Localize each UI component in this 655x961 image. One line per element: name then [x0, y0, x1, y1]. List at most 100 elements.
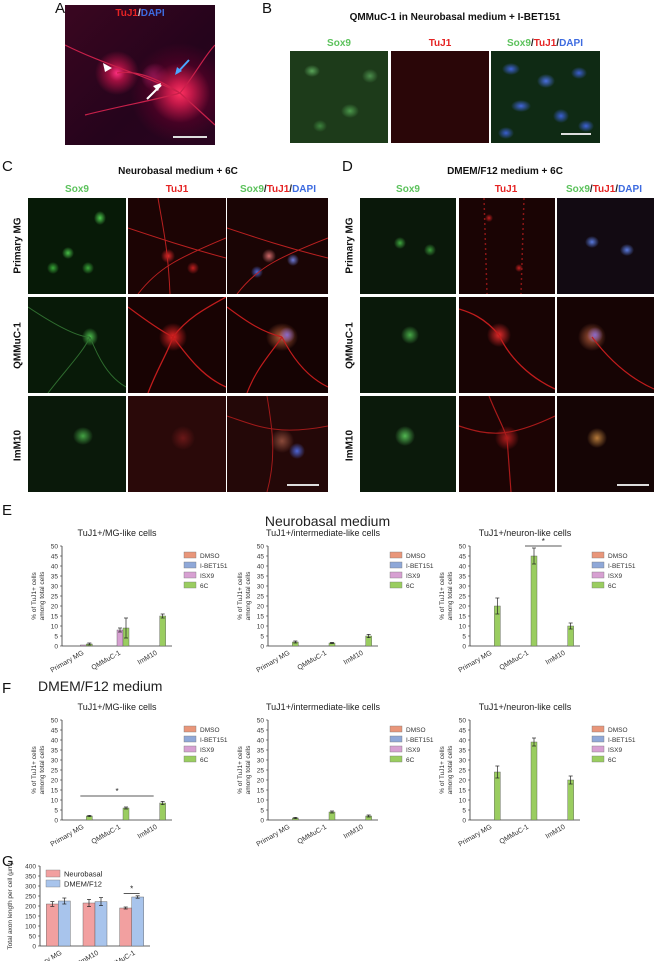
y-tick-label: 0 — [54, 644, 58, 651]
legend-swatch — [591, 571, 605, 579]
bar — [159, 802, 166, 821]
panel-c-qmmuc-sox9 — [28, 297, 126, 393]
significance-star: * — [130, 885, 133, 894]
y-tick-label: 35 — [459, 748, 467, 755]
y-tick-label: 40 — [459, 564, 467, 571]
y-tick-label: 20 — [459, 604, 467, 611]
legend-label: DMSO — [200, 553, 220, 560]
y-tick-label: 150 — [25, 914, 36, 921]
legend-label: ISX9 — [200, 573, 214, 580]
legend-swatch — [389, 725, 403, 733]
panel-b-sox9-header: Sox9 — [327, 38, 351, 49]
legend-swatch — [389, 745, 403, 753]
y-tick-label: 0 — [260, 818, 264, 825]
y-tick-label: 10 — [459, 624, 467, 631]
x-tick-label: ImM10 — [137, 824, 159, 841]
panel-c-sox9-header: Sox9 — [65, 184, 89, 195]
x-tick-label: QMMuC-1 — [499, 824, 531, 846]
legend-label: 6C — [406, 583, 415, 590]
y-tick-label: 30 — [459, 758, 467, 765]
legend-swatch — [183, 571, 197, 579]
bar — [530, 741, 538, 821]
scale-bar — [617, 484, 649, 486]
y-tick-label: 25 — [51, 768, 59, 775]
y-tick-label: 25 — [257, 768, 265, 775]
scale-bar — [287, 484, 319, 486]
panel-d-tuj1-header: TuJ1 — [494, 184, 518, 195]
y-tick-label: 0 — [260, 644, 264, 651]
scale-bar — [561, 133, 591, 135]
bar — [58, 900, 71, 947]
panel-b-tuj1-image — [391, 51, 489, 143]
x-tick-label: Primary MG — [457, 824, 493, 849]
y-tick-label: 0 — [462, 818, 466, 825]
hdr-sep: / — [589, 184, 593, 195]
y-tick-label: 25 — [51, 594, 59, 601]
significance-star: * — [115, 787, 118, 796]
x-tick-label: Primary MG — [49, 824, 85, 849]
y-tick-label: 50 — [257, 544, 265, 551]
panel-c-qmmuc-merge — [227, 297, 328, 393]
scale-bar — [173, 136, 207, 138]
panel-a-tuj1: TuJ1 — [115, 8, 138, 19]
x-tick-label: Primary MG — [255, 650, 291, 675]
y-tick-label: 35 — [51, 574, 59, 581]
y-axis-label: % of TuJ1+ cellsamong total cells — [237, 571, 252, 621]
legend-label: 6C — [608, 583, 617, 590]
y-tick-label: 250 — [25, 894, 36, 901]
y-tick-label: 15 — [459, 614, 467, 621]
y-tick-label: 45 — [257, 728, 265, 735]
legend-label: I-BET151 — [406, 563, 434, 570]
legend-swatch — [591, 755, 605, 763]
blue-arrow-icon — [175, 67, 182, 75]
bar — [159, 615, 166, 647]
section-e-title: Neurobasal medium — [264, 513, 391, 529]
panel-a-sep: / — [137, 8, 141, 19]
legend-swatch — [183, 755, 197, 763]
hdr-dapi: DAPI — [618, 184, 642, 195]
chart-e2: TuJ1+/intermediate-like cells 0 5 10 15 20 25 3… — [237, 528, 434, 674]
y-axis-label: % of TuJ1+ cellsamong total cells — [237, 745, 252, 795]
y-tick-label: 20 — [257, 778, 265, 785]
hdr-sep: / — [615, 184, 619, 195]
panel-d-sox9-header: Sox9 — [396, 184, 420, 195]
legend-swatch — [591, 745, 605, 753]
panel-c-tuj1-header: TuJ1 — [165, 184, 189, 195]
legend-label: I-BET151 — [200, 737, 228, 744]
legend-label: ISX9 — [406, 747, 420, 754]
y-axis-label: Total axon length per cell (μm) — [7, 862, 14, 949]
legend-label: I-BET151 — [608, 563, 636, 570]
panel-c-primary-merge — [227, 198, 328, 294]
y-tick-label: 5 — [260, 808, 264, 815]
y-tick-label: 45 — [257, 554, 265, 561]
chart-e3: TuJ1+/neuron-like cells 0 5 10 15 20 25 30 35 40 4… — [439, 528, 636, 674]
bar — [131, 896, 144, 947]
significance-star: * — [542, 537, 545, 546]
panel-letter-a: A — [55, 0, 66, 17]
y-tick-label: 15 — [257, 788, 265, 795]
y-tick-label: 5 — [462, 634, 466, 641]
chart-title: TuJ1+/neuron-like cells — [479, 702, 572, 712]
x-tick-label: ImM10 — [137, 650, 159, 667]
y-tick-label: 35 — [257, 574, 265, 581]
panel-letter-g: G — [2, 853, 14, 870]
white-arrow-icon — [153, 83, 161, 91]
x-tick-label: ImM10 — [545, 824, 567, 841]
y-tick-label: 40 — [51, 564, 59, 571]
y-tick-label: 20 — [51, 604, 59, 611]
hdr-tuj1: TuJ1 — [533, 38, 557, 49]
x-tick-label: Primary MG — [27, 950, 63, 961]
legend-swatch — [591, 551, 605, 559]
hdr-sep: / — [289, 184, 293, 195]
panel-c-qmmuc-tuj1 — [128, 297, 226, 393]
panel-d-primary-sox9 — [360, 198, 456, 294]
legend-swatch — [183, 725, 197, 733]
x-tick-label: ImM10 — [545, 650, 567, 667]
panel-d-merge-header: Sox9/TuJ1/DAPI — [554, 184, 654, 195]
y-tick-label: 200 — [25, 904, 36, 911]
y-tick-label: 20 — [257, 604, 265, 611]
panel-d-imm10-merge — [557, 396, 654, 492]
y-axis-label: % of TuJ1+ cellsamong total cells — [439, 571, 454, 621]
x-tick-label: QMMuC-1 — [297, 650, 329, 672]
